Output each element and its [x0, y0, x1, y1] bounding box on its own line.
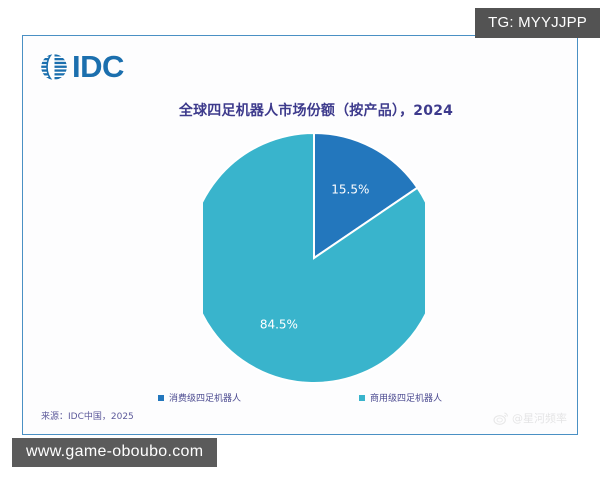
source-note: 来源：IDC中国，2025 [41, 412, 134, 422]
idc-logo: IDC [39, 50, 124, 84]
idc-logo-wordmark: IDC [72, 48, 124, 84]
pie-slice[interactable] [313, 132, 419, 260]
watermark-text: @星河频率 [512, 412, 567, 425]
pie-slice-group [203, 132, 425, 384]
weibo-icon [493, 412, 508, 425]
chart-legend: 消费级四足机器人 商用级四足机器人 [23, 391, 577, 404]
legend-swatch-icon-1 [359, 394, 365, 401]
legend-label-0: 消费级四足机器人 [168, 394, 241, 404]
pie-data-label: 15.5% [331, 183, 369, 197]
pie-data-label-group: 15.5% 84.5% [260, 183, 370, 332]
telegram-badge: TG: MYYJJPP [475, 8, 600, 38]
idc-globe-icon [40, 53, 68, 81]
legend-item-0[interactable]: 消费级四足机器人 [157, 391, 241, 404]
pie-data-label: 84.5% [260, 317, 298, 331]
pie-chart: 15.5% 84.5% [203, 132, 425, 384]
weibo-watermark: @星河频率 [493, 410, 567, 426]
chart-title: 全球四足机器人市场份额（按产品），2024 [178, 103, 454, 119]
url-watermark-banner: www.game-oboubo.com [12, 438, 218, 467]
pie-chart-svg: 15.5% 84.5% [203, 132, 425, 384]
legend-swatch-icon-0 [157, 394, 164, 401]
pie-slice[interactable] [203, 132, 425, 384]
legend-label-1: 商用级四足机器人 [370, 394, 443, 404]
legend-item-1[interactable]: 商用级四足机器人 [359, 391, 442, 404]
idc-slide-card: IDC 全球四足机器人市场份额（按产品），2024 15.5% 84.5% 消费级… [22, 35, 578, 435]
